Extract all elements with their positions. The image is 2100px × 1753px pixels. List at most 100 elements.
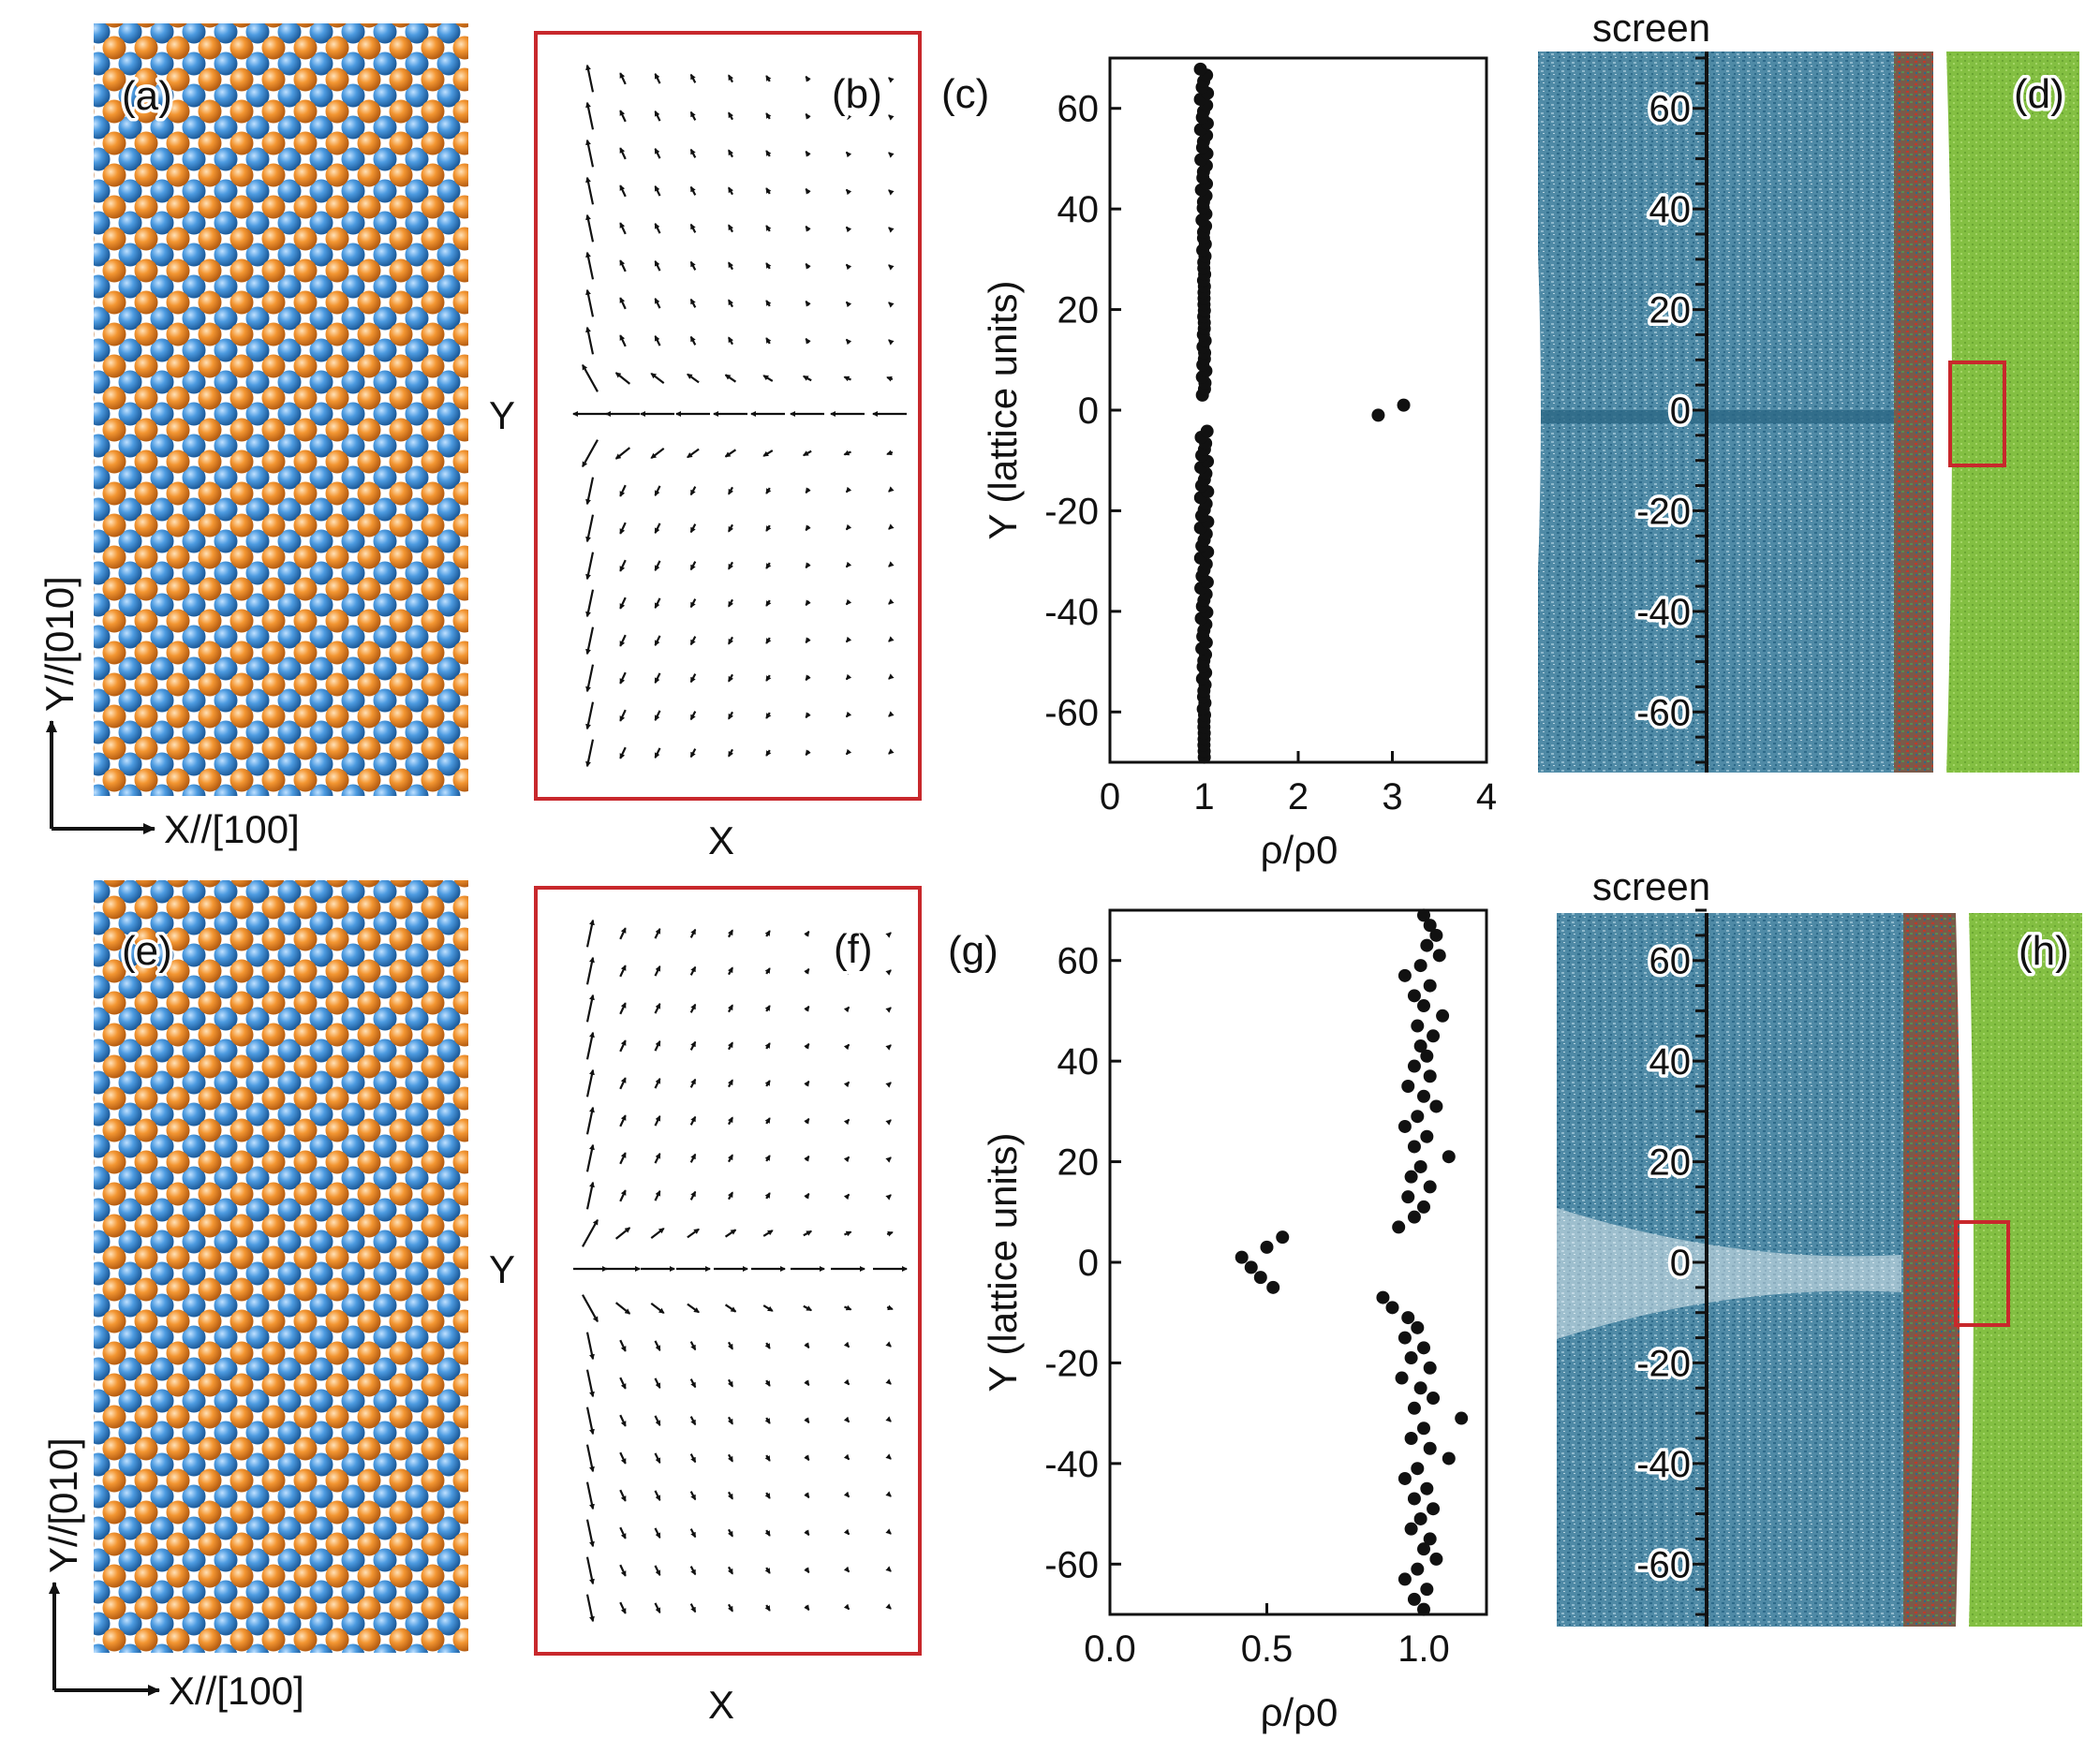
ytick-label: 40 [1057,1041,1100,1083]
displacement-arrow [843,449,851,456]
displacement-arrow [764,1379,771,1387]
ylabel-f: Y [489,1247,515,1291]
displacement-arrow [585,1031,595,1060]
ytick-label: -20 [1044,491,1099,532]
ylabel-c: Y (lattice units) [981,281,1025,540]
displacement-arrow [585,589,595,618]
displacement-arrow [585,326,595,355]
data-point [1398,1119,1412,1133]
displacement-arrow [654,965,661,977]
displacement-arrow [619,1377,627,1390]
displacement-arrow [619,484,627,497]
data-point [1193,62,1207,76]
data-point [1401,1080,1415,1093]
data-point [1420,1481,1434,1495]
displacement-arrow [764,1155,771,1162]
displacement-arrow [727,336,734,346]
displacement-arrow [654,1415,661,1427]
displacement-arrow [614,447,631,460]
displacement-arrow [619,110,627,123]
displacement-arrow [727,74,734,83]
displacement-arrow [845,673,852,681]
displacement-arrow [689,73,697,83]
data-point [1244,1260,1258,1274]
displacement-arrow [843,1528,850,1536]
displacement-arrow [585,477,595,506]
displacement-arrow [843,1156,850,1163]
displacement-arrow [619,184,627,198]
displacement-arrow [805,225,811,232]
displacement-arrow [689,1190,697,1201]
displacement-arrow [764,1492,771,1499]
displacement-arrow [888,561,895,567]
data-point [1398,1331,1412,1345]
screen-tick-label: -60 [1636,1544,1691,1585]
displacement-arrow [650,447,665,460]
displacement-arrow [689,148,697,158]
displacement-arrow [885,969,892,976]
panel-label-b: (b) [832,71,882,117]
displacement-arrow [619,1339,627,1352]
displacement-arrow [724,374,737,383]
displacement-arrow [843,1043,850,1051]
xlabel-c: ρ/ρ0 [1261,828,1338,872]
displacement-arrow [804,1042,810,1050]
axis-indicator-a: Y//[010] X//[100] [37,576,300,851]
displacement-arrow [765,262,772,270]
displacement-arrow [888,77,895,83]
displacement-arrow [805,487,811,494]
displacement-arrow [654,222,661,234]
data-point [1407,1592,1421,1606]
displacement-arrow [689,636,697,646]
displacement-arrow [885,1044,892,1051]
ytick-label: -60 [1044,1544,1099,1585]
screen-tick-label: 20 [1649,1142,1692,1184]
displacement-arrow [619,1189,627,1202]
xtick-label: 1.0 [1398,1628,1450,1670]
displacement-arrow [727,561,734,570]
interface-region-d [1894,52,1933,773]
displacement-arrow [765,225,772,232]
displacement-arrow [765,599,772,607]
displacement-arrow [619,709,627,722]
screen-label-h: screen [1592,864,1710,908]
displacement-arrow [888,114,895,121]
displacement-arrow [804,1342,810,1349]
displacement-arrow [650,1302,665,1315]
displacement-arrow [845,301,852,308]
displacement-arrow [585,701,595,730]
displacement-arrow [764,1604,771,1612]
displacement-arrow [689,1115,697,1126]
data-point [1404,1351,1418,1365]
displacement-arrow [885,1491,892,1497]
displacement-arrow [727,1566,734,1575]
data-point [1429,928,1443,942]
screen-tick-label: -60 [1636,692,1691,733]
displacement-arrow [804,1005,810,1012]
displacement-arrow [845,151,852,158]
data-point [1397,398,1411,412]
displacement-arrow [764,1080,771,1087]
xlabel-f: X [708,1683,734,1727]
displacement-arrow [585,552,595,581]
displacement-arrow [888,598,895,605]
green-region-d [1946,52,2079,773]
displacement-arrow [654,259,661,272]
ytick-label: -40 [1044,1444,1099,1485]
displacement-arrow [689,1566,697,1576]
screen-tick-label: 40 [1649,1041,1692,1083]
displacement-arrow [689,1003,697,1013]
ytick-label: 20 [1057,1142,1100,1184]
displacement-arrow [585,176,595,205]
displacement-arrow [619,334,627,347]
displacement-arrow [619,222,627,235]
displacement-arrow [804,1454,810,1462]
data-point [1253,1271,1267,1285]
data-point [1398,1471,1412,1485]
data-point [1260,1240,1274,1254]
displacement-arrow [886,449,894,456]
displacement-arrow [689,1153,697,1163]
data-point [1401,1311,1415,1325]
displacement-arrow [689,1528,697,1539]
displacement-arrow [585,1369,595,1398]
